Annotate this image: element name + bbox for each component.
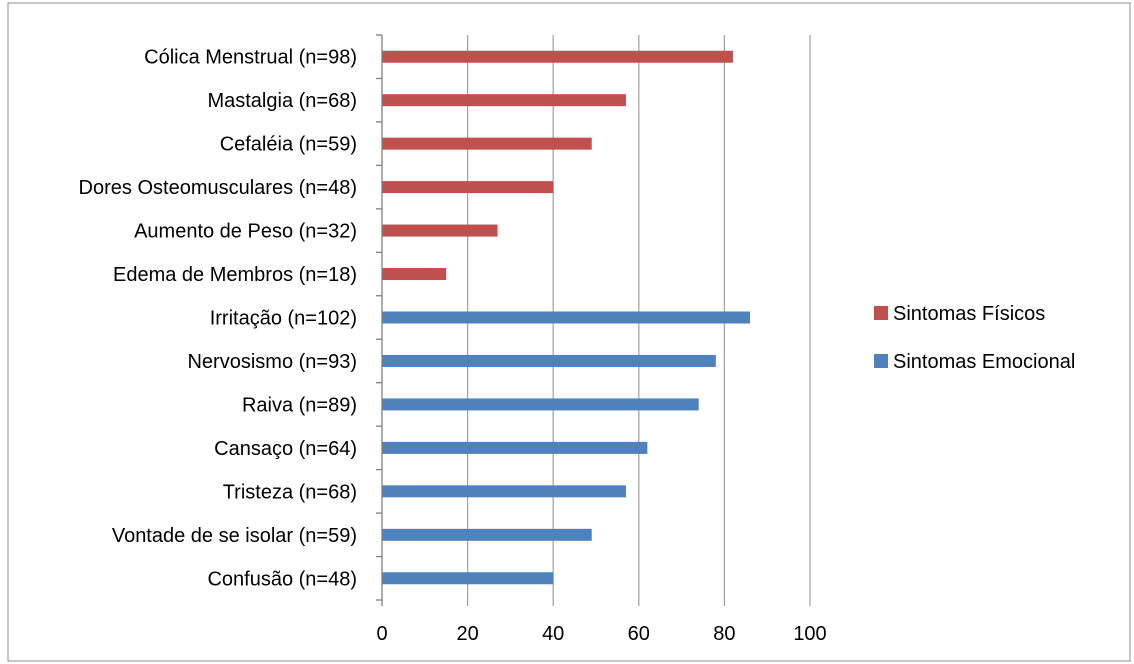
bar-sintomas-fisicos <box>382 137 592 150</box>
category-label: Cólica Menstrual (n=98) <box>144 47 357 69</box>
category-label: Tristeza (n=68) <box>223 481 357 503</box>
x-tick-label: 80 <box>713 623 735 645</box>
bar-sintomas-emocional <box>382 528 592 541</box>
x-tick-labels: 0 20 40 60 80 100 <box>376 623 826 645</box>
x-tick-label: 40 <box>542 623 564 645</box>
category-label: Vontade de se isolar (n=59) <box>112 525 357 547</box>
x-tick-label: 100 <box>793 623 826 645</box>
category-label: Dores Osteomusculares (n=48) <box>79 177 357 199</box>
bars <box>382 50 751 585</box>
legend: Sintomas Físicos Sintomas Emocional <box>874 303 1075 373</box>
bar-sintomas-fisicos <box>382 181 554 194</box>
bar-sintomas-fisicos <box>382 268 447 281</box>
category-label: Cefaléia (n=59) <box>220 134 357 156</box>
x-tick-label: 20 <box>456 623 478 645</box>
bar-sintomas-emocional <box>382 485 626 498</box>
legend-swatch <box>874 354 888 368</box>
category-label: Nervosismo (n=93) <box>187 351 357 373</box>
category-label: Edema de Membros (n=18) <box>113 264 357 286</box>
legend-label: Sintomas Físicos <box>893 303 1045 325</box>
bar-sintomas-fisicos <box>382 94 626 107</box>
category-label: Irritação (n=102) <box>210 308 357 330</box>
x-tick-label: 0 <box>376 623 387 645</box>
bar-sintomas-emocional <box>382 398 699 411</box>
chart-border <box>7 2 1131 662</box>
legend-label: Sintomas Emocional <box>893 351 1075 373</box>
bar-sintomas-emocional <box>382 441 648 454</box>
bar-sintomas-emocional <box>382 354 716 367</box>
bar-sintomas-emocional <box>382 572 554 585</box>
category-label: Cansaço (n=64) <box>214 438 357 460</box>
category-label: Raiva (n=89) <box>242 394 357 416</box>
axes <box>376 34 383 606</box>
category-label: Confusão (n=48) <box>207 568 357 590</box>
category-label: Aumento de Peso (n=32) <box>134 221 357 243</box>
bar-sintomas-fisicos <box>382 50 733 63</box>
category-label: Mastalgia (n=68) <box>207 90 357 112</box>
x-tick-label: 60 <box>628 623 650 645</box>
bar-sintomas-fisicos <box>382 224 498 237</box>
legend-swatch <box>874 306 888 320</box>
bar-sintomas-emocional <box>382 311 751 324</box>
category-labels: Cólica Menstrual (n=98) Mastalgia (n=68) C… <box>79 47 357 591</box>
